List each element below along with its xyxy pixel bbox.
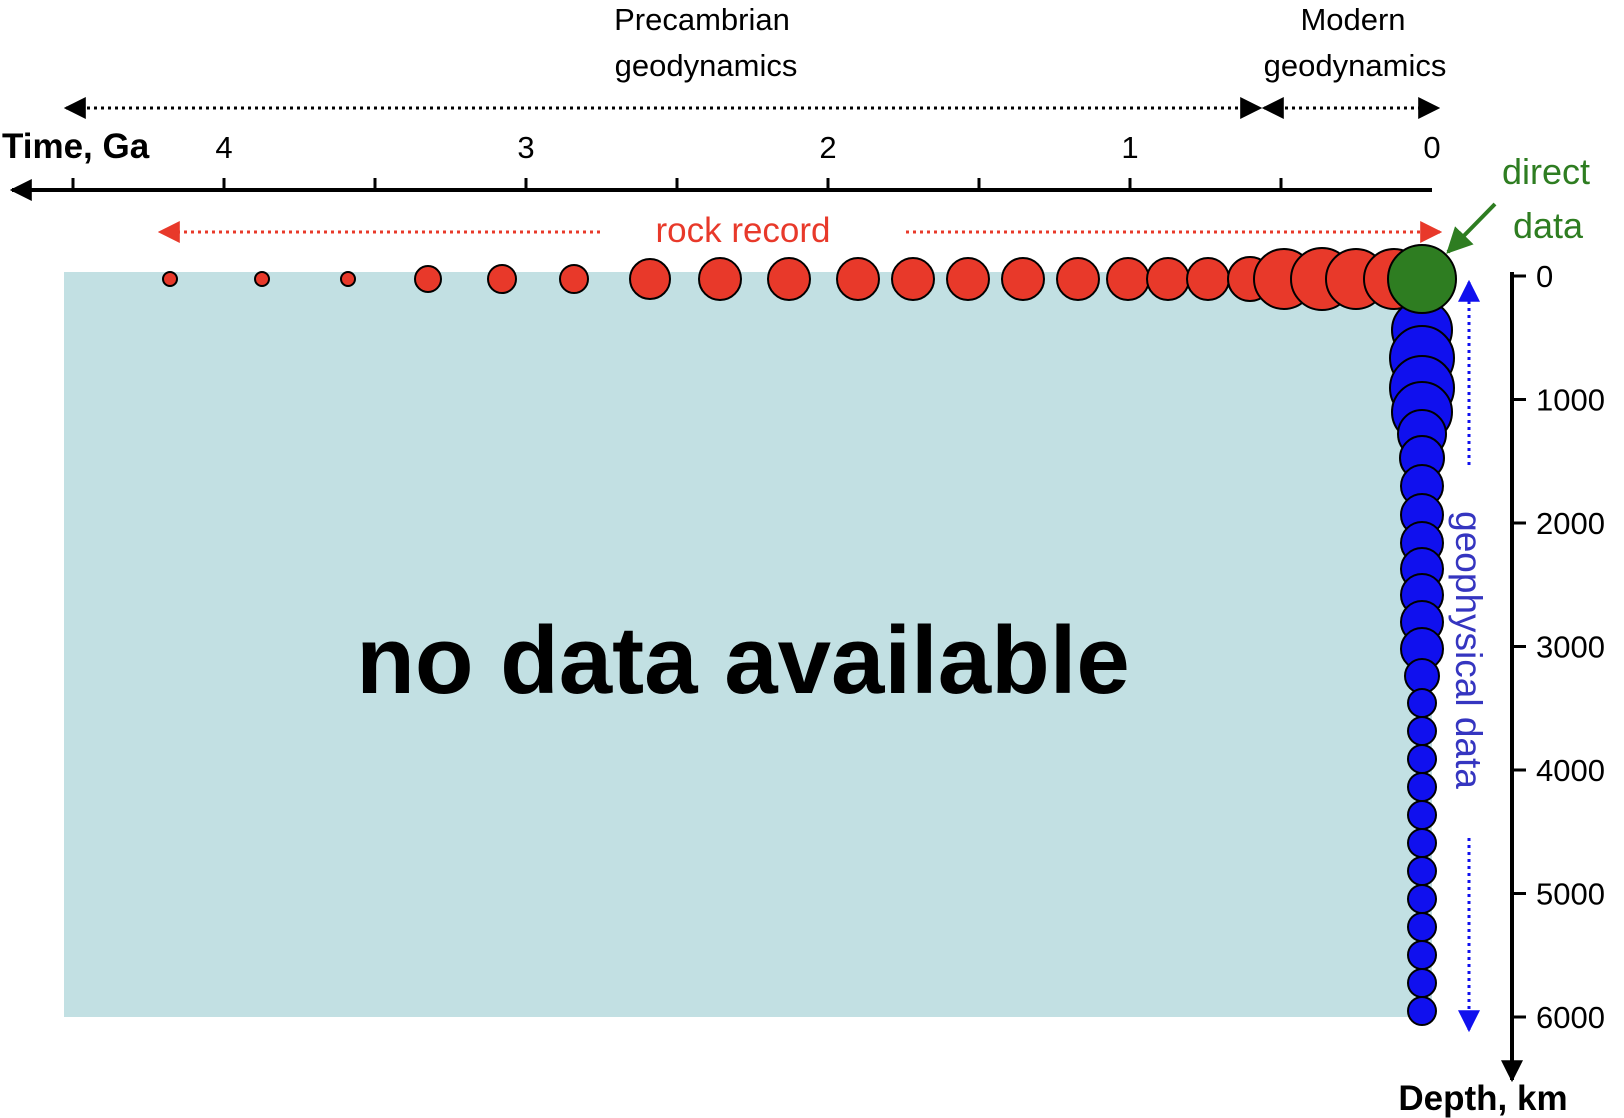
- geophysical-dot: [1407, 800, 1437, 830]
- time-tick-label: 0: [1423, 130, 1440, 165]
- rock-record-dot: [946, 257, 990, 301]
- rock-record-dot: [891, 257, 935, 301]
- geophysical-dot: [1407, 940, 1437, 970]
- rock-record-dot: [340, 271, 356, 287]
- precambrian-label-line1: Precambrian: [614, 2, 790, 37]
- geophysical-circles: [1389, 299, 1455, 1026]
- geophysical-dot: [1407, 688, 1437, 718]
- depth-axis-ticks: 0 1000 2000 3000 4000 5000 6000: [1512, 259, 1605, 1035]
- rock-record-label: rock record: [655, 211, 830, 250]
- rock-record-dot: [629, 258, 671, 300]
- time-axis-label: Time, Ga: [2, 127, 150, 166]
- time-tick-label: 4: [215, 130, 232, 165]
- precambrian-label-line2: geodynamics: [615, 48, 798, 83]
- rock-record-dot: [698, 257, 742, 301]
- depth-tick-label: 4000: [1536, 753, 1605, 788]
- direct-data-arrow: [1446, 202, 1497, 254]
- rock-record-dot: [836, 257, 880, 301]
- depth-tick-label: 2000: [1536, 506, 1605, 541]
- geophysical-data-label: geophysical data: [1448, 511, 1489, 789]
- geophysical-dot: [1407, 884, 1437, 914]
- geophysical-dot: [1407, 828, 1437, 858]
- time-tick-label: 3: [517, 130, 534, 165]
- time-tick-label: 2: [819, 130, 836, 165]
- rock-record-dot: [1001, 257, 1045, 301]
- time-axis-ticks: 4 3 2 1 0: [71, 130, 1441, 190]
- depth-tick-label: 1000: [1536, 383, 1605, 418]
- depth-tick-label: 5000: [1536, 877, 1605, 912]
- geophysical-dot: [1407, 912, 1437, 942]
- rock-record-dot: [254, 271, 270, 287]
- geophysical-dot: [1407, 716, 1437, 746]
- direct-data-label-line2: data: [1513, 205, 1584, 246]
- direct-data-circle: [1387, 244, 1457, 314]
- modern-label-line2: geodynamics: [1264, 48, 1447, 83]
- no-data-label: no data available: [356, 607, 1130, 714]
- rock-record-dot: [1146, 257, 1190, 301]
- rock-record-dot: [162, 271, 178, 287]
- geophysical-dot: [1407, 856, 1437, 886]
- rock-record-dot: [559, 264, 589, 294]
- direct-data-label-line1: direct: [1502, 151, 1590, 192]
- geophysical-dot: [1407, 744, 1437, 774]
- depth-axis-label: Depth, km: [1398, 1079, 1567, 1118]
- rock-record-dot: [767, 257, 811, 301]
- no-data-region: [64, 272, 1432, 1017]
- geophysical-dot: [1407, 772, 1437, 802]
- depth-tick-label: 3000: [1536, 630, 1605, 665]
- depth-tick-label: 0: [1536, 259, 1553, 294]
- time-tick-label: 1: [1121, 130, 1138, 165]
- depth-tick-label: 6000: [1536, 1000, 1605, 1035]
- rock-record-dot: [1186, 257, 1230, 301]
- modern-label-line1: Modern: [1300, 2, 1405, 37]
- geophysical-dot: [1404, 658, 1440, 694]
- rock-record-dot: [414, 265, 442, 293]
- geophysical-dot: [1407, 968, 1437, 998]
- rock-record-dot: [487, 264, 517, 294]
- rock-record-dot: [1106, 257, 1150, 301]
- rock-record-dot: [1056, 257, 1100, 301]
- geophysical-dot: [1407, 996, 1437, 1026]
